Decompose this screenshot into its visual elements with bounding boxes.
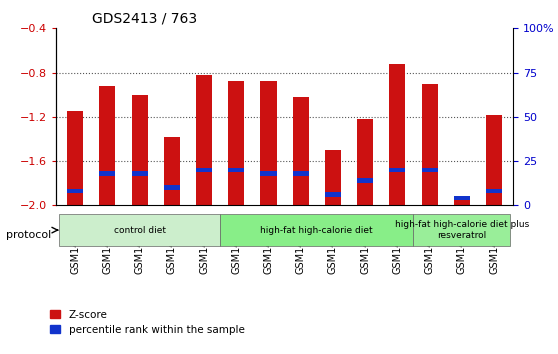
Bar xyxy=(261,81,277,205)
Bar xyxy=(163,185,180,190)
FancyBboxPatch shape xyxy=(413,214,510,246)
Bar xyxy=(292,97,309,205)
Bar xyxy=(454,196,470,200)
Bar xyxy=(357,119,373,205)
Bar xyxy=(486,189,502,193)
FancyBboxPatch shape xyxy=(59,214,220,246)
Bar xyxy=(325,150,341,205)
Bar xyxy=(486,115,502,205)
Bar xyxy=(132,95,148,205)
Bar xyxy=(228,168,244,172)
Bar xyxy=(99,86,116,205)
Bar xyxy=(67,111,83,205)
Bar xyxy=(421,84,437,205)
Text: GDS2413 / 763: GDS2413 / 763 xyxy=(93,12,198,26)
Text: protocol: protocol xyxy=(6,230,51,240)
Bar xyxy=(357,178,373,183)
Bar xyxy=(132,171,148,176)
Bar xyxy=(67,189,83,193)
Bar xyxy=(389,168,406,172)
Bar xyxy=(163,137,180,205)
Bar xyxy=(99,171,116,176)
Bar xyxy=(292,171,309,176)
Bar xyxy=(261,171,277,176)
Text: high-fat high-calorie diet: high-fat high-calorie diet xyxy=(261,225,373,235)
Bar xyxy=(325,193,341,197)
Text: control diet: control diet xyxy=(114,225,166,235)
Text: high-fat high-calorie diet plus
resveratrol: high-fat high-calorie diet plus resverat… xyxy=(395,221,529,240)
Legend: Z-score, percentile rank within the sample: Z-score, percentile rank within the samp… xyxy=(50,310,244,335)
Bar xyxy=(196,75,212,205)
Bar xyxy=(389,64,406,205)
Bar xyxy=(196,168,212,172)
Bar xyxy=(454,196,470,205)
Bar xyxy=(421,168,437,172)
Bar xyxy=(228,81,244,205)
FancyBboxPatch shape xyxy=(220,214,413,246)
